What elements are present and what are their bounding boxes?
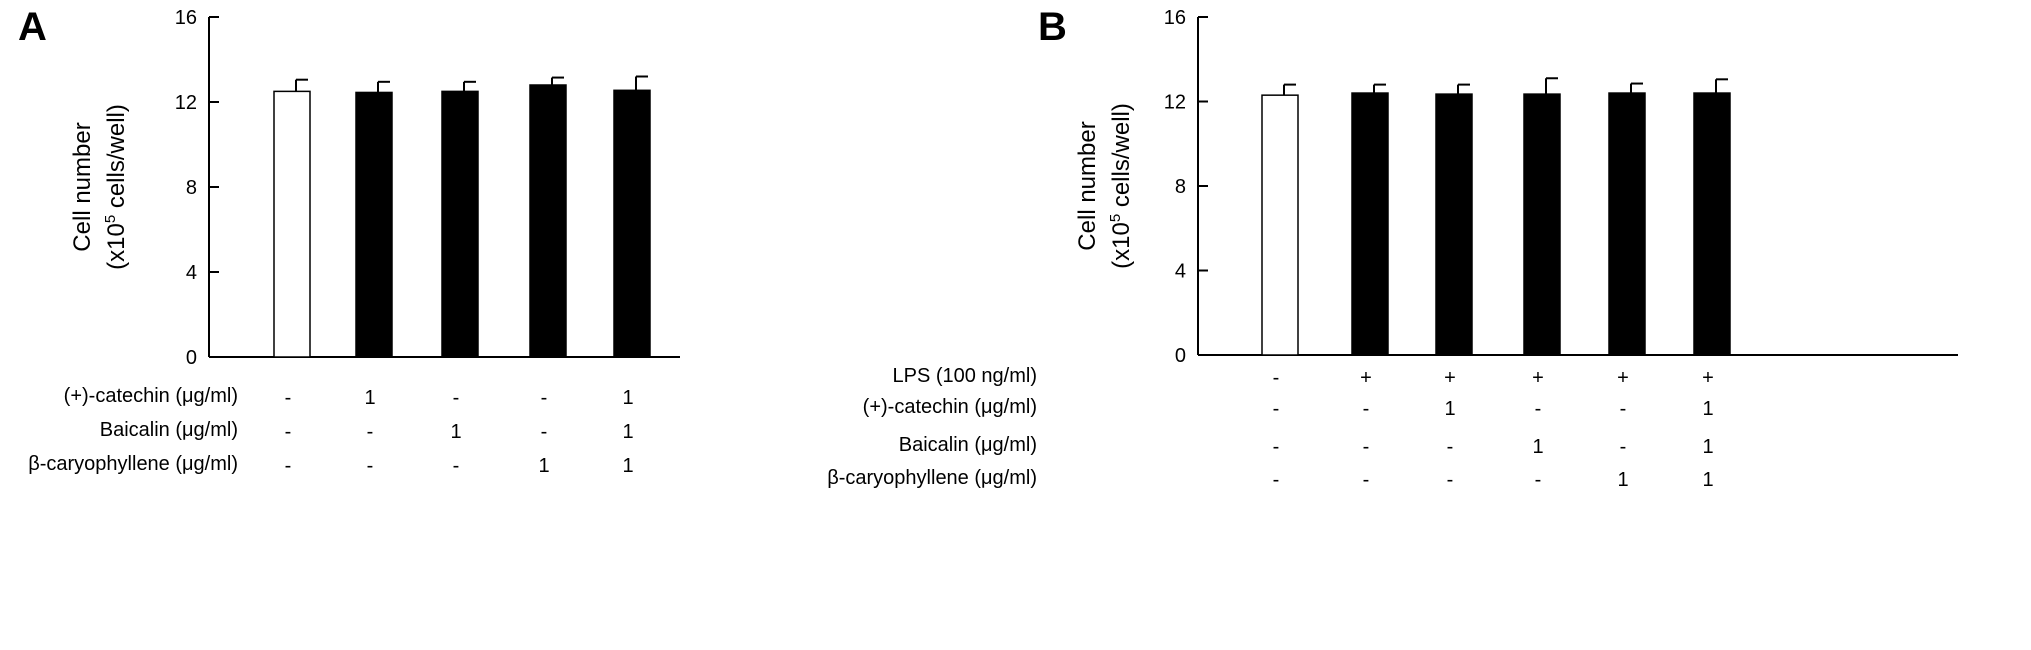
condition-value: - — [1273, 436, 1280, 458]
condition-value: - — [285, 455, 292, 477]
panel-a: A 0 4 8 12 16 Cell number (x105 cells/well) (+)-… — [0, 0, 1010, 650]
condition-value: - — [285, 387, 292, 409]
condition-value: - — [1620, 436, 1627, 458]
condition-value: - — [367, 421, 374, 443]
condition-value: 1 — [364, 387, 375, 409]
bar-4 — [529, 84, 567, 358]
chart-a: A 0 4 8 12 16 Cell number (x105 cells/well) (+)-… — [18, 5, 680, 477]
bar-5 — [613, 89, 651, 358]
y-axis-label: Cell number (x105 cells/well) — [1074, 103, 1135, 269]
y-tick-label: 16 — [175, 7, 197, 29]
condition-value: 1 — [1444, 398, 1455, 420]
condition-label: LPS (100 ng/ml) — [892, 365, 1037, 387]
y-tick-label: 12 — [1164, 92, 1186, 114]
condition-value: 1 — [1702, 398, 1713, 420]
condition-value: 1 — [622, 387, 633, 409]
condition-label: β-caryophyllene (μg/ml) — [28, 453, 238, 475]
condition-value: - — [1363, 436, 1370, 458]
condition-value: - — [1620, 398, 1627, 420]
condition-value: - — [1535, 398, 1542, 420]
condition-label: Baicalin (μg/ml) — [899, 434, 1037, 456]
y-tick-label: 4 — [186, 262, 197, 284]
condition-value: - — [1363, 398, 1370, 420]
condition-label: (+)-catechin (μg/ml) — [64, 385, 238, 407]
condition-value: - — [453, 387, 460, 409]
y-tick-label: 4 — [1175, 261, 1186, 283]
condition-value: - — [1447, 436, 1454, 458]
y-axis-label: Cell number (x105 cells/well) — [69, 104, 130, 270]
condition-value: - — [1363, 469, 1370, 491]
panel-b: B 0 4 8 12 16 Cell number (x105 cells/well) LPS … — [827, 0, 2031, 650]
y-axis-label-line1: Cell number — [1074, 121, 1101, 250]
y-tick-label: 12 — [175, 92, 197, 114]
condition-value: + — [1617, 367, 1629, 389]
condition-label: β-caryophyllene (μg/ml) — [827, 467, 1037, 489]
condition-value: 1 — [1702, 436, 1713, 458]
condition-value: + — [1702, 367, 1714, 389]
condition-value: - — [541, 421, 548, 443]
bar-1 — [1261, 94, 1299, 356]
y-tick-label: 8 — [1175, 176, 1186, 198]
condition-value: 1 — [1617, 469, 1628, 491]
condition-value: - — [285, 421, 292, 443]
condition-value: - — [1273, 398, 1280, 420]
condition-value: + — [1444, 367, 1456, 389]
bar-3 — [1435, 93, 1473, 356]
y-axis-label-line1: Cell number — [69, 122, 96, 251]
bar-2 — [1351, 92, 1389, 356]
condition-value: - — [1273, 469, 1280, 491]
chart-b: B 0 4 8 12 16 Cell number (x105 cells/well) LPS … — [827, 5, 1958, 491]
condition-value: 1 — [538, 455, 549, 477]
condition-label: (+)-catechin (μg/ml) — [863, 396, 1037, 418]
condition-value: - — [367, 455, 374, 477]
condition-value: 1 — [450, 421, 461, 443]
condition-value: 1 — [1532, 436, 1543, 458]
condition-value: - — [1447, 469, 1454, 491]
condition-label: Baicalin (μg/ml) — [100, 419, 238, 441]
y-tick-label: 0 — [186, 347, 197, 369]
condition-value: + — [1532, 367, 1544, 389]
condition-value: - — [1535, 469, 1542, 491]
bar-4 — [1523, 93, 1561, 356]
bar-6 — [1693, 92, 1731, 356]
y-axis-label-line2: (x105 cells/well) — [102, 104, 130, 270]
panel-letter-b: B — [1038, 5, 1067, 49]
bar-3 — [441, 90, 479, 358]
condition-value: 1 — [622, 421, 633, 443]
condition-value: - — [453, 455, 460, 477]
y-axis-label-line2: (x105 cells/well) — [1107, 103, 1135, 269]
bar-5 — [1608, 92, 1646, 356]
bar-1 — [273, 90, 311, 358]
y-tick-label: 8 — [186, 177, 197, 199]
y-tick-label: 16 — [1164, 7, 1186, 29]
condition-value: - — [541, 387, 548, 409]
y-tick-label: 0 — [1175, 345, 1186, 367]
bar-2 — [355, 91, 393, 358]
condition-value: - — [1273, 367, 1280, 389]
condition-value: 1 — [622, 455, 633, 477]
condition-value: + — [1360, 367, 1372, 389]
condition-value: 1 — [1702, 469, 1713, 491]
panel-letter-a: A — [18, 5, 47, 49]
